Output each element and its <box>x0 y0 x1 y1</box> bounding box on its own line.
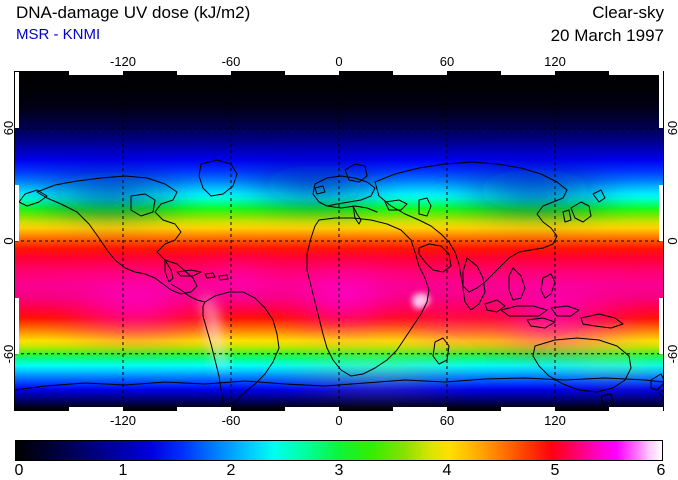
y-tick-label-left-2: -60 <box>1 344 16 364</box>
figure-title: DNA-damage UV dose (kJ/m2) <box>16 3 251 22</box>
tick-left-3 <box>15 298 19 354</box>
x-tick-label-top-2: 0 <box>335 54 343 69</box>
figure-date-label: 20 March 1997 <box>550 26 664 45</box>
y-tick-label-right-1: 0 <box>665 237 678 245</box>
x-tick-label-bottom-4: 120 <box>544 413 566 428</box>
tick-left-1 <box>15 72 19 128</box>
x-tick-label-bottom-0: -120 <box>109 413 137 428</box>
y-tick-label-right-0: 60 <box>665 120 678 136</box>
tick-right-3 <box>659 298 663 354</box>
tick-top-4 <box>393 71 447 75</box>
tick-top-3 <box>285 71 339 75</box>
tick-bottom-6 <box>609 407 663 411</box>
tick-right-2 <box>659 185 663 241</box>
colorbar <box>15 440 663 461</box>
uv-peak-africa <box>412 293 430 309</box>
tick-bottom-4 <box>393 407 447 411</box>
x-tick-label-bottom-3: 60 <box>439 413 455 428</box>
coastlines <box>15 159 663 407</box>
world-uv-dose-heatmap <box>15 72 663 410</box>
x-tick-label-top-1: -60 <box>221 54 241 69</box>
colorbar-tick-label-3: 3 <box>334 462 344 479</box>
x-tick-label-bottom-1: -60 <box>221 413 241 428</box>
x-tick-label-top-4: 120 <box>544 54 566 69</box>
colorbar-gradient <box>16 441 662 460</box>
colorbar-tick-label-1: 1 <box>118 462 128 479</box>
y-tick-label-left-0: 60 <box>1 120 16 136</box>
tick-top-5 <box>501 71 555 75</box>
y-tick-label-left-1: 0 <box>1 237 16 245</box>
tick-bottom-2 <box>177 407 231 411</box>
colorbar-tick-label-4: 4 <box>442 462 452 479</box>
tick-bottom-1 <box>69 407 123 411</box>
figure-source-label: MSR - KNMI <box>16 26 101 43</box>
x-tick-label-top-3: 60 <box>439 54 455 69</box>
x-tick-label-bottom-2: 0 <box>335 413 343 428</box>
colorbar-tick-label-0: 0 <box>14 462 24 479</box>
tick-bottom-5 <box>501 407 555 411</box>
map-gridlines <box>15 72 663 410</box>
map-canvas <box>15 72 663 410</box>
tick-bottom-3 <box>285 407 339 411</box>
figure-condition-label: Clear-sky <box>592 3 664 22</box>
x-tick-label-top-0: -120 <box>109 54 137 69</box>
colorbar-tick-label-6: 6 <box>656 462 666 479</box>
colorbar-tick-label-2: 2 <box>226 462 236 479</box>
tick-left-2 <box>15 185 19 241</box>
uv-peak-andes <box>195 286 231 380</box>
tick-top-6 <box>609 71 663 75</box>
tick-top-1 <box>69 71 123 75</box>
y-tick-label-right-2: -60 <box>665 344 678 364</box>
tick-top-2 <box>177 71 231 75</box>
tick-right-1 <box>659 72 663 128</box>
colorbar-tick-label-5: 5 <box>550 462 560 479</box>
